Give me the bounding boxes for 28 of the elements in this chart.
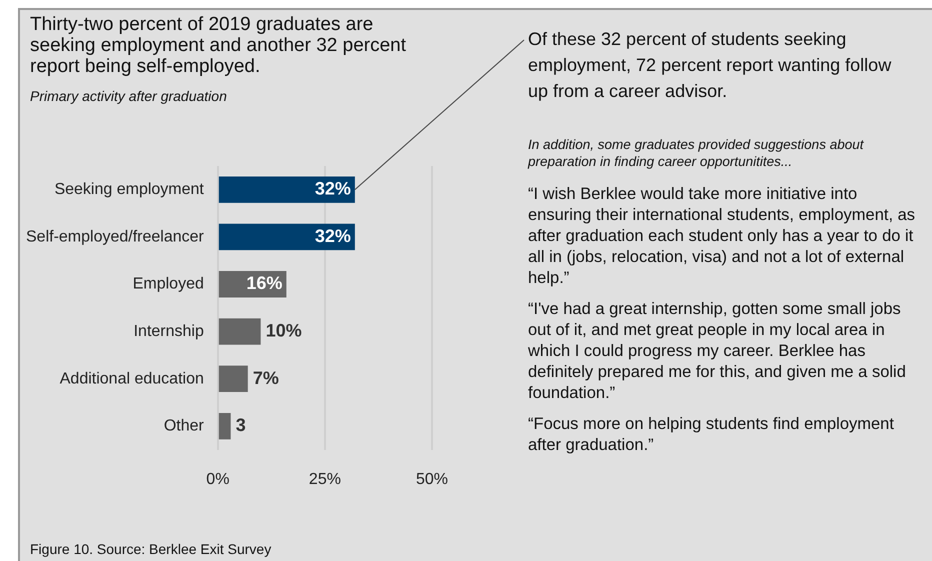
data-label: 3 [236,415,246,436]
caption: Figure 10. Source: Berklee Exit Survey [30,541,272,557]
y-tick-label: Employed [132,276,204,293]
text: In addition, some graduates provided suggestions about preparation in finding career opportunitites... [528,136,865,170]
text: “Focus more on helping students find employment after graduation.” [528,414,895,456]
data-label: 16% [246,273,282,294]
x-tick-label: 0% [206,470,230,488]
data-label: 10% [266,320,302,341]
bar [218,412,231,440]
x-tick-label: 25% [308,470,341,488]
bar [218,366,248,392]
text: “I've had a great internship, gotten some small jobs out of it, and met great people in my local area in which I could progress my career. Berklee has definitely prepared me for this, and given me a solid foundation.” [528,299,907,404]
chart-title: Thirty-two percent of 2019 graduates are seeking employment and another 32 percent report being self-employed. [30,14,408,77]
bar [218,224,355,250]
y-tick-label: Other [164,418,205,435]
y-tick-label: Seeking employment [54,181,204,198]
x-tick-label: 50% [416,470,448,488]
y-tick-label: Internship [134,322,204,340]
bar [218,176,355,203]
chart-subtitle: Primary activity after graduation [30,88,227,104]
bar [218,318,261,345]
data-label: 32% [314,178,351,199]
y-tick-label: Additional education [60,370,204,388]
data-label: 7% [252,368,279,388]
data-label: 32% [314,226,351,246]
y-tick-label: Self-employed/freelancer [26,228,205,246]
text: “I wish Berklee would take more initiative into ensuring their international students, employment, as after graduation each student only has a year to do it all in (jobs, relocation, visa) and not a lot of external help.” [528,184,916,289]
annotation: Of these 32 percent of students seeking employment, 72 percent report wanting follow up from a career advisor. [528,28,892,103]
